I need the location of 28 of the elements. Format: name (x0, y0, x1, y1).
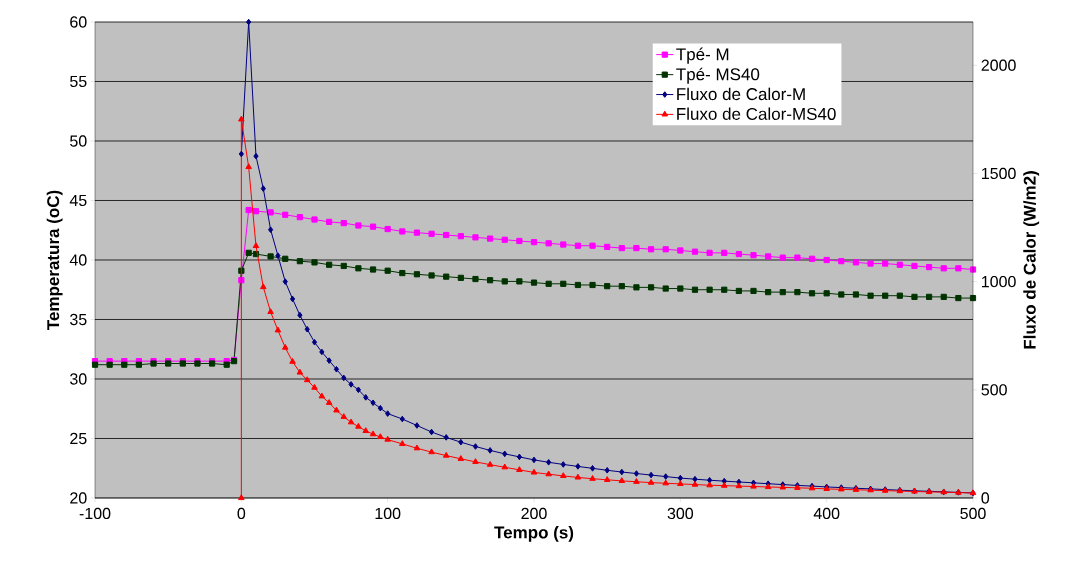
y-tick-label: 25 (70, 432, 87, 445)
y-tick-label: 60 (70, 16, 87, 28)
x-tick-label: 0 (237, 507, 246, 520)
y-tick-label: 30 (70, 373, 87, 385)
x-tick-label: -100 (79, 507, 111, 520)
x-tick-label: 100 (375, 507, 401, 520)
y2-tick-label: 1000 (982, 275, 1016, 288)
y2-tick-label: 500 (981, 384, 1007, 396)
legend-label: Fluxo de Calor-M (677, 87, 805, 101)
x-tick-label: 200 (521, 507, 547, 520)
y2-axis-title: Fluxo de Calor (W/m2) (1023, 171, 1040, 349)
y-tick-label: 45 (69, 194, 87, 207)
y2-tick-label: 0 (981, 492, 990, 504)
x-tick-label: 500 (960, 507, 986, 520)
legend-label: Tpé- M (676, 47, 729, 64)
y-tick-label: 55 (70, 75, 87, 88)
y-tick-label: 40 (69, 254, 87, 266)
y-tick-label: 50 (70, 135, 87, 147)
y-tick-label: 20 (70, 492, 87, 504)
legend-label: Tpé- MS40 (676, 67, 760, 84)
y2-tick-label: 1500 (982, 167, 1016, 180)
y-axis-title: Temperatura (oC) (46, 190, 63, 331)
y2-tick-label: 2000 (981, 59, 1016, 71)
x-tick-label: 300 (667, 507, 694, 520)
y-tick-label: 35 (70, 313, 87, 326)
x-axis-title: Tempo (s) (494, 525, 574, 542)
x-tick-label: 400 (813, 507, 840, 520)
legend-label: Fluxo de Calor-MS40 (677, 107, 836, 120)
